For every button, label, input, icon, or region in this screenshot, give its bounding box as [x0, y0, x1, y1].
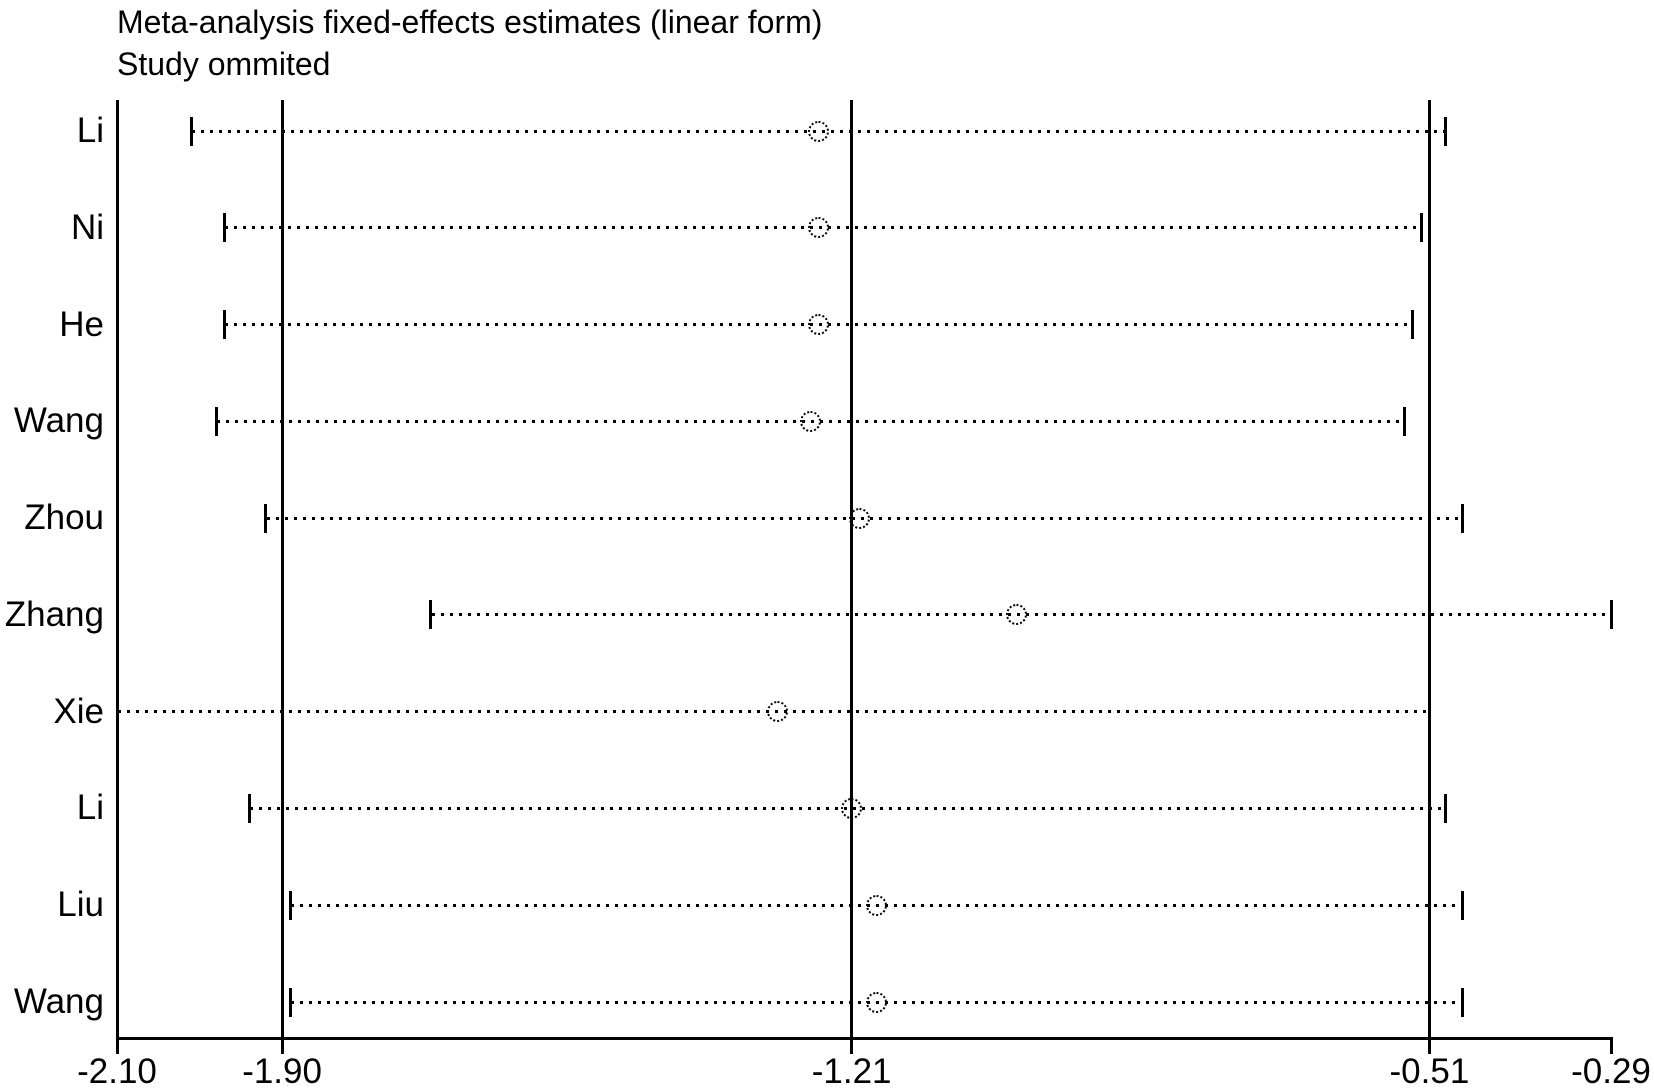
ci-upper-tick — [1444, 793, 1448, 823]
x-axis-tick-label: -1.90 — [242, 1052, 322, 1089]
chart-title: Meta-analysis fixed-effects estimates (l… — [117, 4, 823, 40]
study-label: Wang — [13, 401, 104, 441]
x-axis-tick-label: -2.10 — [77, 1052, 157, 1089]
ci-lower-tick — [247, 793, 251, 823]
ci-lower-tick — [288, 987, 292, 1017]
x-axis-tick — [850, 1040, 854, 1054]
y-axis-line — [115, 100, 119, 1040]
estimate-marker — [865, 991, 887, 1013]
estimate-marker — [849, 507, 871, 529]
study-label: Zhang — [4, 594, 104, 634]
x-axis-tick-label: -0.51 — [1389, 1052, 1470, 1089]
x-axis-tick — [280, 1040, 284, 1054]
ci-lower-tick — [222, 213, 226, 243]
x-axis-tick — [1427, 1040, 1431, 1054]
x-axis-tick-label: -1.21 — [811, 1052, 892, 1089]
reference-line-overall-ci-lower — [280, 100, 284, 1037]
estimate-marker — [808, 314, 830, 336]
ci-upper-tick — [1427, 697, 1431, 727]
ci-upper-tick — [1609, 600, 1613, 630]
x-axis-tick — [115, 1040, 119, 1054]
ci-upper-tick — [1444, 116, 1448, 146]
study-label: Li — [76, 788, 104, 828]
estimate-marker — [808, 120, 830, 142]
study-label: Wang — [13, 982, 104, 1022]
estimate-marker — [841, 797, 863, 819]
study-label: Liu — [57, 885, 104, 925]
study-label: Ni — [70, 207, 104, 247]
ci-upper-tick — [1460, 503, 1464, 533]
study-label: Xie — [53, 691, 104, 731]
ci-upper-tick — [1460, 987, 1464, 1017]
estimate-marker — [766, 701, 788, 723]
x-axis-tick — [1609, 1040, 1613, 1054]
ci-lower-tick — [264, 503, 268, 533]
estimate-marker — [865, 894, 887, 916]
study-label: Li — [76, 111, 104, 150]
ci-lower-tick — [214, 406, 218, 436]
study-label: He — [59, 304, 104, 344]
ci-upper-tick — [1411, 310, 1415, 340]
estimate-marker — [808, 217, 830, 239]
ci-upper-tick — [1460, 890, 1464, 920]
estimate-marker — [799, 410, 821, 432]
chart-subtitle: Study ommited — [117, 46, 331, 82]
ci-lower-tick — [189, 116, 193, 146]
ci-lower-tick — [288, 890, 292, 920]
estimate-marker — [1006, 604, 1028, 626]
reference-line-overall-ci-upper — [1427, 100, 1431, 1037]
ci-lower-tick — [429, 600, 433, 630]
study-label: Zhou — [24, 498, 104, 538]
ci-upper-tick — [1419, 213, 1423, 243]
x-axis-tick-label: -0.29 — [1571, 1052, 1651, 1089]
ci-lower-tick — [222, 310, 226, 340]
x-axis-line — [115, 1037, 1613, 1040]
reference-line-overall-estimate — [850, 100, 854, 1037]
ci-upper-tick — [1403, 406, 1407, 436]
